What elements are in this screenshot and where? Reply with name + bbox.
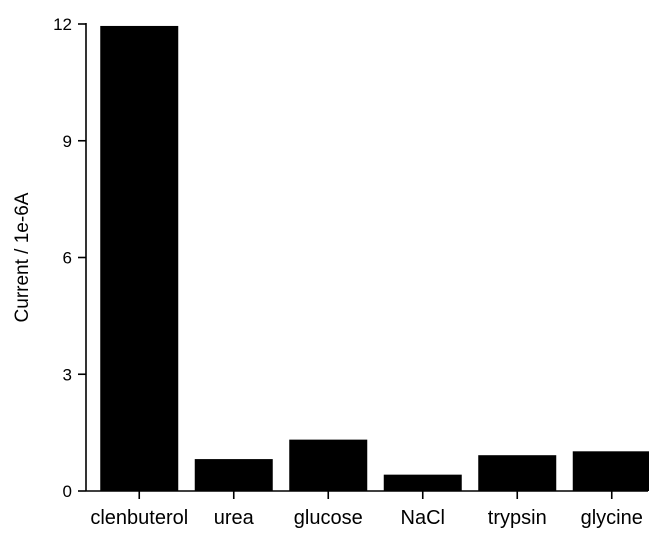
bar-clenbuterol: [100, 25, 179, 492]
bar-urea: [194, 459, 273, 491]
x-axis: clenbuterol urea glucose NaCl trypsin glycine: [86, 490, 648, 529]
x-tick-label-clenbuterol: clenbuterol: [90, 507, 188, 529]
bar-NaCl: [383, 474, 462, 491]
y-tick-label-9: 9: [63, 132, 72, 151]
y-axis: 0 3 6 9 12: [53, 15, 87, 501]
bar-glucose: [289, 439, 368, 491]
x-tick-label-NaCl: NaCl: [401, 507, 445, 529]
x-tick-label-glycine: glycine: [581, 507, 643, 529]
x-tick-label-trypsin: trypsin: [488, 507, 547, 529]
y-tick-label-6: 6: [63, 249, 72, 268]
x-tick-label-urea: urea: [214, 507, 255, 529]
bar-glycine: [572, 451, 649, 491]
y-axis-title: Current / 1e-6A: [12, 192, 33, 322]
x-tick-label-glucose: glucose: [294, 507, 363, 529]
y-tick-label-3: 3: [63, 365, 72, 384]
y-tick-label-0: 0: [63, 482, 72, 501]
bars-group: [100, 25, 649, 492]
bar-trypsin: [478, 455, 557, 491]
y-tick-label-12: 12: [53, 15, 72, 34]
